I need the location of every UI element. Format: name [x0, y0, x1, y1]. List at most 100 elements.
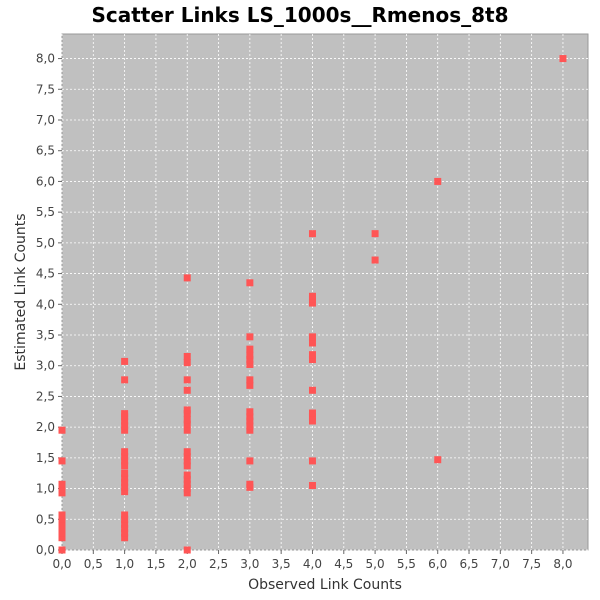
y-tick-label: 6,0 [36, 174, 55, 188]
data-point [246, 376, 254, 384]
data-point [121, 457, 129, 465]
data-point [121, 474, 129, 482]
data-point [183, 274, 191, 282]
x-tick-label: 7,0 [491, 557, 510, 571]
data-point [246, 426, 254, 434]
x-tick-label: 8,0 [553, 557, 572, 571]
data-point [308, 351, 316, 359]
data-point [121, 520, 129, 528]
data-point [121, 426, 129, 434]
x-tick-label: 1,0 [115, 557, 134, 571]
x-tick-label: 4,0 [303, 557, 322, 571]
data-point [183, 448, 191, 456]
data-point [246, 360, 254, 368]
data-point [308, 409, 316, 417]
y-tick-label: 5,5 [36, 205, 55, 219]
data-point [308, 482, 316, 489]
y-tick-label: 3,5 [36, 328, 55, 342]
y-tick-label: 7,0 [36, 113, 55, 127]
y-tick-label: 1,5 [36, 451, 55, 465]
data-point [58, 546, 66, 554]
x-tick-label: 1,5 [146, 557, 165, 571]
data-point [183, 386, 191, 394]
y-tick-label: 7,5 [36, 82, 55, 96]
y-tick-label: 0,5 [36, 512, 55, 526]
data-point [58, 426, 66, 434]
y-tick-label: 4,5 [36, 267, 55, 281]
y-tick-label: 6,5 [36, 144, 55, 158]
data-point [58, 534, 66, 542]
x-tick-label: 2,0 [178, 557, 197, 571]
data-point [121, 376, 129, 384]
x-tick-label: 3,5 [272, 557, 291, 571]
data-point [308, 356, 316, 364]
data-point [371, 230, 379, 238]
data-point [246, 413, 254, 421]
x-tick-label: 5,5 [397, 557, 416, 571]
data-point [183, 359, 191, 367]
x-tick-label: 6,0 [428, 557, 447, 571]
data-point [183, 376, 191, 384]
data-point [246, 356, 254, 364]
data-point [121, 448, 129, 456]
x-axis-label: Observed Link Counts [248, 577, 402, 593]
plot-area [61, 33, 589, 551]
x-tick-label: 5,0 [366, 557, 385, 571]
data-point [371, 256, 379, 264]
data-point [121, 478, 129, 486]
data-point [308, 299, 316, 307]
data-point [183, 485, 191, 493]
data-point [58, 489, 66, 497]
data-point [121, 417, 129, 425]
data-point [183, 420, 191, 428]
data-point [308, 292, 316, 300]
data-point [183, 406, 191, 414]
x-tick-label: 0,0 [52, 557, 71, 571]
data-point [183, 546, 191, 554]
data-point [121, 525, 129, 532]
data-point [183, 480, 191, 488]
data-point [183, 453, 191, 461]
data-point [121, 529, 129, 537]
data-point [58, 457, 66, 465]
y-tick-label: 8,0 [36, 52, 55, 66]
data-point [183, 489, 191, 497]
data-point [246, 351, 254, 359]
data-point [246, 457, 254, 465]
x-tick-label: 2,5 [209, 557, 228, 571]
data-point [121, 462, 129, 470]
data-point [434, 177, 442, 185]
y-tick-label: 1,0 [36, 482, 55, 496]
data-point [121, 515, 129, 523]
data-point [246, 345, 254, 353]
x-tick-label: 0,5 [84, 557, 103, 571]
data-point [308, 230, 316, 238]
data-point [121, 534, 129, 542]
data-point [308, 417, 316, 425]
data-point [58, 529, 66, 537]
x-tick-label: 7,5 [522, 557, 541, 571]
y-axis-label: Estimated Link Counts [13, 213, 29, 370]
y-tick-label: 3,0 [36, 359, 55, 373]
data-point [121, 422, 129, 430]
data-point [121, 488, 129, 496]
data-point [183, 353, 191, 360]
chart-title: Scatter Links LS_1000s__Rmenos_8t8 [91, 3, 508, 27]
data-point [121, 410, 129, 418]
data-point [58, 480, 66, 488]
x-tick-label: 3,0 [240, 557, 259, 571]
y-tick-label: 2,5 [36, 389, 55, 403]
data-point [183, 426, 191, 434]
data-points [58, 55, 567, 554]
data-point [121, 511, 129, 519]
data-point [58, 485, 66, 493]
data-point [434, 456, 442, 464]
y-tick-label: 2,0 [36, 420, 55, 434]
data-point [246, 422, 254, 430]
tick-labels: 0,0 0,5 1,0 1,5 2,0 2,5 3,0 3,5 4,0 4,5 5,0 5,5 6,0 6… [36, 52, 573, 571]
data-point [246, 408, 254, 416]
data-point [183, 457, 191, 465]
data-point [246, 279, 254, 287]
data-point [308, 457, 316, 465]
y-tick-label: 0,0 [36, 543, 55, 557]
